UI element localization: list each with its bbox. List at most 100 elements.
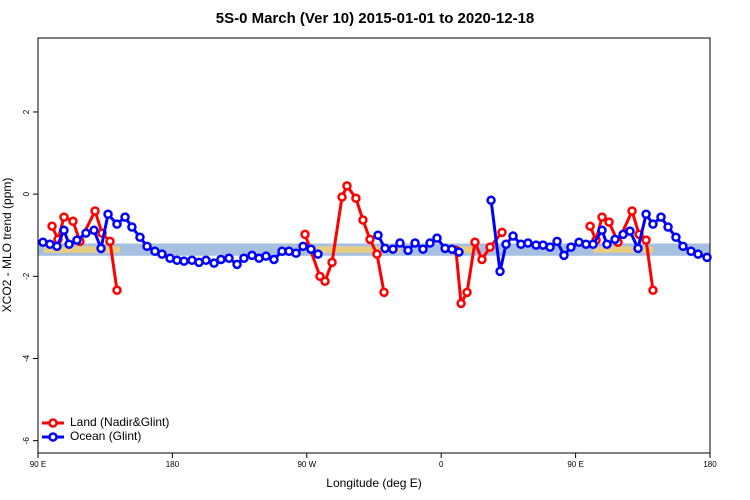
data-point <box>72 235 82 245</box>
data-point <box>454 247 464 257</box>
data-point <box>112 285 122 296</box>
data-point <box>342 181 352 191</box>
data-point <box>351 193 361 203</box>
data-point <box>291 248 301 259</box>
data-point <box>105 236 115 247</box>
data-point <box>68 216 78 227</box>
data-point <box>300 229 310 240</box>
legend-label: Ocean (Glint) <box>70 429 141 443</box>
data-point <box>485 242 495 252</box>
data-point <box>410 238 420 248</box>
data-point <box>298 241 308 252</box>
data-point <box>456 298 466 309</box>
data-point <box>656 212 666 222</box>
data-point <box>327 257 337 268</box>
data-point <box>261 251 271 261</box>
data-point <box>432 233 442 243</box>
data-point <box>81 228 91 238</box>
data-point <box>209 258 219 268</box>
x-tick-label: 90 W <box>297 460 316 469</box>
data-point <box>337 192 347 202</box>
data-point <box>678 241 688 252</box>
data-point <box>648 219 658 229</box>
x-tick-label: 90 E <box>30 460 46 469</box>
data-point <box>142 241 152 252</box>
legend-marker <box>48 418 58 428</box>
y-tick-label: 0 <box>22 191 31 196</box>
data-point <box>306 244 316 254</box>
data-point <box>693 249 703 259</box>
data-point <box>127 222 137 232</box>
data-point <box>224 253 234 263</box>
data-point <box>425 238 435 248</box>
data-point <box>403 245 413 256</box>
data-point <box>379 287 389 298</box>
data-point <box>320 276 330 286</box>
data-point <box>103 209 113 220</box>
data-point <box>380 243 390 254</box>
plot-frame <box>37 37 711 454</box>
data-point <box>59 212 69 222</box>
data-point <box>135 232 145 243</box>
land-band <box>43 246 121 253</box>
data-point <box>269 254 279 265</box>
y-tick-label: 2 <box>22 109 31 114</box>
chart-title: 5S-0 March (Ver 10) 2015-01-01 to 2020-1… <box>216 10 535 27</box>
land-band <box>593 246 654 253</box>
data-point <box>470 237 480 247</box>
data-point <box>497 227 507 238</box>
data-point <box>112 219 122 229</box>
data-point <box>523 238 533 248</box>
data-point <box>508 231 518 241</box>
y-tick-label: -4 <box>22 354 31 362</box>
legend-label: Land (Nadir&Glint) <box>70 415 169 429</box>
data-point <box>395 238 405 248</box>
data-point <box>201 255 211 266</box>
data-point <box>495 266 505 277</box>
data-point <box>585 221 595 231</box>
data-point <box>641 209 651 220</box>
x-tick-label: 180 <box>166 460 180 469</box>
data-point <box>365 234 375 245</box>
data-point <box>96 243 106 254</box>
data-point <box>313 249 323 259</box>
data-point <box>372 249 382 259</box>
data-point <box>157 249 167 259</box>
data-point <box>597 225 607 236</box>
x-tick-label: 180 <box>703 460 717 469</box>
data-point <box>418 244 428 254</box>
land-band <box>309 246 401 253</box>
data-point <box>625 226 635 236</box>
data-point <box>604 217 614 227</box>
data-point <box>663 222 673 232</box>
data-point <box>179 256 189 266</box>
x-axis-label: Longitude (deg E) <box>326 476 421 490</box>
data-point <box>239 253 249 263</box>
data-point <box>501 239 511 250</box>
data-point <box>702 252 712 263</box>
x-tick-label: 0 <box>439 460 444 469</box>
data-point <box>633 243 643 254</box>
data-point <box>671 232 681 243</box>
data-point <box>120 212 130 222</box>
y-axis-label: XCO2 - MLO trend (ppm) <box>0 178 14 313</box>
data-point <box>545 242 555 252</box>
data-point <box>610 234 620 245</box>
data-point <box>566 242 576 252</box>
y-tick-label: -2 <box>22 272 31 280</box>
data-point <box>373 230 383 240</box>
data-point <box>627 206 637 216</box>
data-point <box>552 236 562 247</box>
data-point <box>602 239 612 250</box>
data-point <box>232 259 242 270</box>
data-point <box>52 241 62 252</box>
data-point <box>89 225 99 236</box>
data-point <box>641 235 651 245</box>
data-point <box>216 254 226 265</box>
data-point <box>388 244 398 254</box>
data-point <box>597 212 607 222</box>
data-point <box>588 239 598 250</box>
data-point <box>64 239 74 250</box>
data-point <box>90 206 100 216</box>
